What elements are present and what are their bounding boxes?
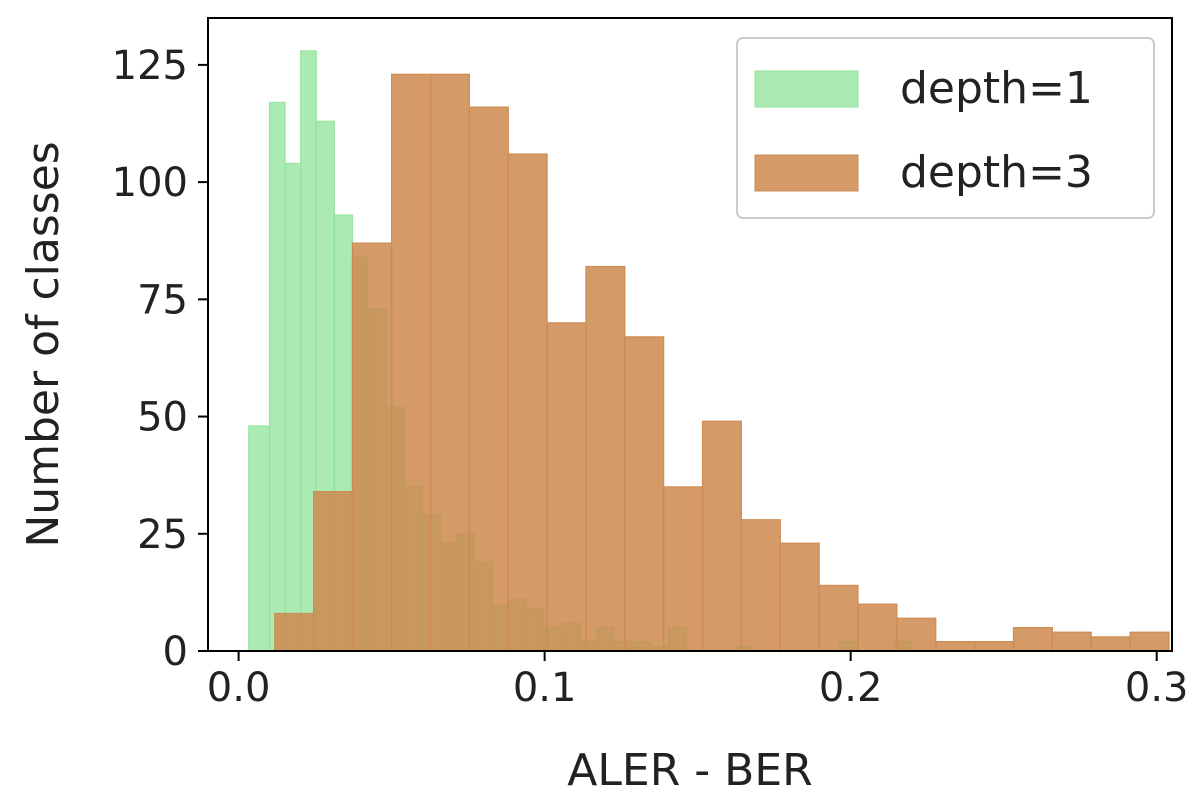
histogram-bar [585,265,626,652]
y-tick-label: 25 [137,512,188,558]
histogram-bar [429,73,471,652]
histogram-bar [507,153,548,652]
histogram-bar [468,106,509,652]
histogram-bar [268,101,286,652]
histogram-bar [351,242,393,652]
histogram-bar [935,640,976,652]
x-tick-label: 0.2 [819,665,883,711]
x-axis: 0.0 0.1 0.2 0.3 [207,651,1189,711]
histogram-bar [740,519,781,652]
series-2 [274,73,1170,652]
y-tick-label: 125 [112,43,188,89]
histogram-bar [248,425,271,652]
y-axis: 0 25 50 75 100 125 [112,43,208,675]
histogram-bar [284,162,302,652]
histogram-bar [701,420,743,652]
x-axis-label: ALER - BER [567,745,812,796]
histogram-bar [313,491,354,652]
x-tick-label: 0.1 [513,665,577,711]
histogram-bar [274,612,315,652]
y-tick-label: 75 [137,277,188,323]
x-tick-label: 0.0 [207,665,271,711]
legend-label: depth=1 [900,63,1093,114]
histogram-bar [973,640,1015,652]
plot-frame [207,17,1173,652]
bars-layer [248,50,1170,652]
histogram-bar [857,603,898,652]
histogram-bar [391,73,432,652]
y-tick-label: 100 [112,160,188,206]
histogram-bar [1090,636,1131,652]
legend-swatch [754,70,859,108]
legend-swatch [754,154,859,192]
y-tick-label: 0 [163,629,188,675]
histogram-bar [1051,631,1092,652]
y-axis-label: Number of classes [18,141,69,547]
legend-label: depth=3 [900,147,1093,198]
histogram-bar [663,486,704,652]
histogram-bar [1012,626,1054,652]
histogram-bar [624,336,665,652]
histogram-bar [779,542,820,652]
histogram-bar [546,322,587,652]
histogram-bar [896,617,937,652]
histogram-bar [818,584,859,652]
x-tick-label: 0.3 [1125,665,1189,711]
y-tick-label: 50 [137,395,188,441]
legend: depth=1 depth=3 [736,37,1155,219]
histogram-bar [1129,631,1170,652]
